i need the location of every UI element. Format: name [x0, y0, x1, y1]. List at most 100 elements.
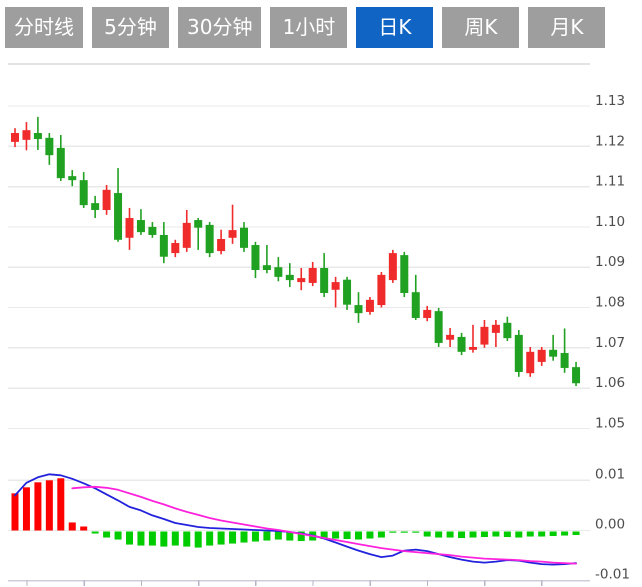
- macd-bar-down: [137, 531, 145, 546]
- candle-down: [572, 361, 581, 387]
- tab-1hour[interactable]: 1小时: [270, 7, 348, 48]
- candle-body: [400, 255, 409, 293]
- candle-wick: [334, 276, 337, 308]
- tab-daily-k[interactable]: 日K: [356, 7, 434, 48]
- candle-up: [171, 239, 180, 258]
- candle-body: [228, 230, 237, 238]
- macd-bar-down: [377, 531, 385, 538]
- candle-down: [549, 334, 558, 361]
- candle-body: [274, 267, 283, 277]
- macd-bar-up: [22, 487, 30, 531]
- price-axis-label: 1.13: [595, 93, 625, 109]
- macd-bar-up: [34, 482, 42, 531]
- candle-body: [446, 334, 455, 340]
- candle-up: [182, 209, 191, 252]
- price-axis-label: 1.07: [595, 335, 625, 351]
- candle-down: [400, 251, 409, 298]
- price-axis-label: 1.08: [595, 295, 625, 311]
- candle-body: [549, 349, 558, 357]
- macd-bar-down: [194, 531, 202, 548]
- candle-up: [377, 272, 386, 308]
- candle-body: [182, 222, 191, 248]
- candle-body: [171, 243, 180, 254]
- tab-monthly-k[interactable]: 月K: [528, 7, 606, 48]
- candle-down: [68, 170, 77, 187]
- macd-bar-up: [80, 526, 88, 531]
- macd-bar-down: [561, 531, 569, 536]
- macd-bar-down: [423, 531, 431, 537]
- macd-bar-down: [446, 531, 454, 538]
- candle-body: [388, 253, 397, 281]
- candle-down: [45, 133, 54, 165]
- tab-5min[interactable]: 5分钟: [92, 7, 169, 48]
- price-axis-label: 1.09: [595, 254, 625, 270]
- macd-bar-down: [240, 531, 248, 543]
- candle-down: [114, 168, 123, 242]
- macd-bar-up: [68, 522, 76, 531]
- tab-30min[interactable]: 30分钟: [178, 7, 262, 48]
- candle-body: [68, 176, 77, 181]
- macd-axis-label: 0.01: [595, 466, 625, 482]
- candle-body: [102, 189, 111, 210]
- candle-down: [457, 332, 466, 356]
- macd-bar-down: [355, 531, 362, 540]
- candle-body: [45, 137, 54, 156]
- candle-down: [148, 222, 157, 238]
- macd-bar-down: [400, 531, 408, 533]
- macd-bar-down: [91, 531, 99, 534]
- candle-wick: [197, 218, 199, 250]
- macd-bar-down: [274, 531, 282, 540]
- candle-body: [262, 265, 271, 271]
- candle-down: [434, 307, 443, 347]
- macd-axis-labels: 0.01 0.00 -0.01: [595, 466, 630, 582]
- macd-bar-down: [229, 531, 237, 544]
- macd-bar-down: [217, 531, 225, 545]
- candle-up: [331, 276, 340, 308]
- candle-up: [491, 319, 500, 347]
- candle-up: [423, 305, 432, 322]
- macd-bar-down: [114, 531, 122, 540]
- macd-bar-down: [320, 531, 328, 540]
- candle-body: [297, 278, 306, 283]
- candle-body: [469, 346, 477, 350]
- candle-up: [217, 229, 226, 255]
- candle-up: [125, 207, 134, 250]
- macd-axis-label: -0.01: [595, 567, 630, 583]
- macd-bar-down: [160, 531, 168, 547]
- candle-body: [285, 274, 294, 281]
- candle-up: [22, 122, 31, 151]
- candle-up: [11, 128, 19, 148]
- price-axis-label: 1.11: [595, 174, 625, 190]
- candle-body: [11, 133, 19, 142]
- candle-down: [262, 245, 271, 274]
- candle-up: [297, 268, 306, 291]
- macd-bar-down: [480, 531, 488, 538]
- price-axis-label: 1.06: [595, 375, 625, 391]
- macd-bar-down: [515, 531, 523, 538]
- candle-down: [514, 330, 523, 377]
- price-axis-label: 1.05: [595, 415, 625, 431]
- candle-up: [102, 184, 111, 215]
- candle-down: [320, 253, 329, 298]
- candle-body: [434, 311, 443, 343]
- candle-body: [91, 203, 100, 210]
- candle-wick: [495, 319, 497, 347]
- tab-timeline[interactable]: 分时线: [5, 7, 83, 48]
- candle-body: [79, 180, 88, 206]
- candle-up: [308, 261, 317, 287]
- macd-bar-down: [458, 531, 466, 539]
- candle-wick: [231, 204, 234, 244]
- candle-body: [22, 130, 31, 140]
- candle-down: [503, 316, 512, 341]
- candle-body: [343, 279, 352, 305]
- candle-up: [228, 204, 237, 244]
- tab-weekly-k[interactable]: 周K: [442, 7, 520, 48]
- price-axis-labels: 1.13 1.12 1.11 1.10 1.09 1.08 1.07 1.06 1.05: [595, 93, 625, 431]
- period-tabbar: 分时线 5分钟 30分钟 1小时 日K 周K 月K: [5, 7, 606, 48]
- macd-bar-up: [11, 493, 19, 531]
- candle-down: [79, 172, 88, 208]
- macd-bar-down: [549, 531, 557, 537]
- macd-bar-down: [469, 531, 477, 538]
